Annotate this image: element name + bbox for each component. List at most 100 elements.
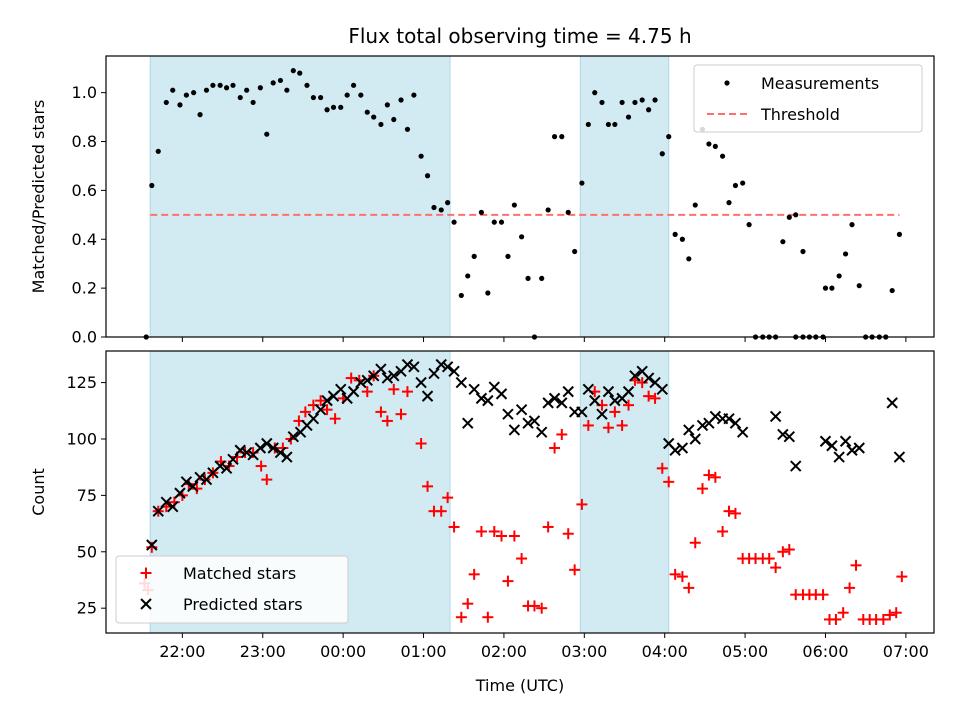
x-tick-label: 22:00 [159, 642, 205, 661]
cross-b [267, 442, 279, 454]
matched-star-point [381, 415, 393, 427]
legend-measurements-marker [724, 80, 730, 86]
measurement-point [149, 182, 155, 189]
matched-star-point [817, 589, 829, 601]
matched-star-point [844, 582, 856, 594]
cross-b [240, 446, 253, 459]
measurement-point [257, 85, 263, 91]
predicted-star-point [468, 383, 480, 396]
matched-star-point [609, 406, 621, 418]
measurement-point [625, 114, 632, 120]
predicted-star-point [194, 471, 206, 484]
cross-b [826, 440, 838, 452]
matched-star-point [191, 483, 203, 495]
cross-b [576, 406, 588, 418]
measurement-point [726, 200, 732, 206]
measurement-point [592, 90, 598, 96]
predicted-star-point [314, 403, 327, 416]
cross-b [468, 383, 480, 396]
matched-star-point [361, 386, 373, 398]
matched-star-point [890, 607, 902, 619]
measurement-point [344, 92, 350, 98]
cross-b [839, 435, 852, 447]
cross-b [846, 444, 858, 456]
measurement-point [612, 121, 618, 128]
predicted-star-point [415, 376, 427, 389]
cross-b [502, 408, 514, 420]
bottom-legend-box [115, 555, 349, 624]
predicted-star-point [669, 444, 681, 456]
matched-star-point [602, 422, 614, 434]
y-tick-label: 0.0 [72, 328, 97, 347]
cross-b [152, 505, 164, 517]
measurement-point [458, 292, 464, 299]
matched-star-point [649, 392, 661, 404]
predicted-star-point [502, 408, 514, 420]
cross-b [636, 365, 648, 378]
predicted-star-point [448, 365, 460, 378]
predicted-star-point [375, 363, 387, 375]
matched-star-point [636, 377, 648, 389]
predicted-star-point [562, 385, 574, 398]
matched-star-point [850, 559, 862, 571]
bottom-y-axis: 25 50 75 100 125 [66, 373, 106, 618]
matched-star-point [468, 568, 480, 580]
cross-b [629, 370, 641, 382]
predicted-star-point [602, 385, 615, 398]
cross-b [556, 397, 568, 409]
matched-star-point [582, 419, 594, 431]
measurement-point [539, 275, 545, 281]
cross-b [562, 385, 574, 398]
predicted-star-point [790, 460, 802, 472]
predicted-star-point [729, 417, 742, 429]
measurement-point [250, 99, 256, 106]
y-tick-label: 0.2 [72, 279, 97, 298]
measurement-point [793, 212, 799, 218]
measurement-point [525, 275, 531, 281]
predicted-star-point [146, 539, 158, 551]
cross-b [441, 361, 454, 373]
cross-b [783, 431, 796, 443]
measurement-point [155, 148, 161, 154]
matched-star-point [475, 525, 487, 537]
predicted-star-point [152, 505, 164, 517]
matched-star-point [299, 406, 311, 418]
predicted-star-point [656, 383, 668, 396]
matched-star-point [508, 530, 520, 542]
predicted-star-point [846, 444, 858, 456]
cross-b [649, 376, 661, 389]
cross-b [642, 372, 655, 384]
x-axis-label: Time (UTC) [475, 676, 564, 695]
predicted-star-point [261, 437, 273, 450]
measurement-point [391, 116, 397, 123]
cross-b [676, 442, 689, 454]
measurement-point [223, 85, 230, 91]
cross-b [321, 394, 333, 407]
cross-b [375, 363, 387, 375]
measurement-point [579, 180, 585, 186]
measurement-point [605, 121, 612, 128]
predicted-stars-series [146, 358, 906, 551]
top-panel-ratio: 0.0 0.2 0.4 0.6 0.8 1.0 Matched/Predicted sta… [29, 55, 935, 347]
measurement-point [304, 82, 310, 88]
cross-b [462, 417, 474, 429]
measurement-point [465, 273, 471, 279]
matched-star-point [462, 598, 474, 610]
matched-star-point [415, 437, 427, 449]
cross-b [220, 462, 233, 475]
predicted-star-point [421, 390, 434, 402]
cross-b [833, 451, 845, 463]
predicted-star-point [826, 440, 838, 452]
measurement-point [856, 283, 862, 289]
predicted-star-point [777, 428, 789, 441]
bottom-axes-frame [105, 350, 935, 634]
predicted-star-point [495, 388, 508, 400]
predicted-star-point [853, 442, 865, 454]
cross-b [254, 442, 267, 454]
legend-matched-label: Matched stars [183, 564, 296, 583]
measurement-point [889, 287, 895, 294]
cross-b [736, 426, 749, 438]
cross-b [622, 385, 635, 398]
measurement-point [829, 285, 835, 291]
measurement-point [324, 107, 330, 113]
